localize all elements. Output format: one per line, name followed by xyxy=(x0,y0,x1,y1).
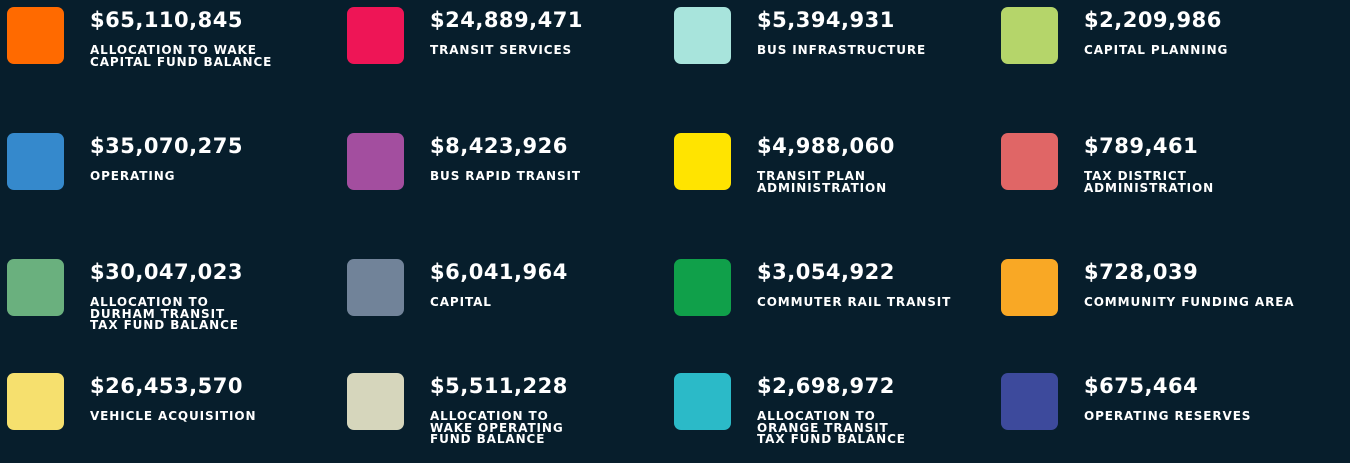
label-line: COMMUNITY FUNDING AREA xyxy=(1084,295,1295,309)
amount: $65,110,845 xyxy=(90,8,243,32)
label: VEHICLE ACQUISITION xyxy=(90,409,257,423)
label-line: OPERATING xyxy=(90,169,176,183)
label-line: BUS RAPID TRANSIT xyxy=(430,169,581,183)
label-line: CAPITAL FUND BALANCE xyxy=(90,54,273,69)
label-line: ADMINISTRATION xyxy=(1084,180,1215,195)
label-line: TAX FUND BALANCE xyxy=(757,432,906,446)
color-swatch xyxy=(674,259,731,316)
color-swatch xyxy=(1001,373,1058,430)
label: ALLOCATION TO DURHAM TRANSIT TAX FUND BALA… xyxy=(90,295,239,332)
label: OPERATING RESERVES xyxy=(1084,409,1252,423)
label-line: TRANSIT PLAN xyxy=(757,169,866,183)
label: TRANSIT PLAN ADMINISTRATION xyxy=(757,169,888,195)
label-line: BUS INFRASTRUCTURE xyxy=(757,43,927,57)
label: COMMUTER RAIL TRANSIT xyxy=(757,295,952,309)
color-swatch xyxy=(347,373,404,430)
legend-item: $5,511,228 ALLOCATION TO WAKE OPERATING FUN… xyxy=(347,373,677,463)
color-swatch xyxy=(1001,133,1058,190)
amount: $789,461 xyxy=(1084,134,1199,158)
amount: $35,070,275 xyxy=(90,134,243,158)
label-line: ALLOCATION TO xyxy=(757,409,876,423)
color-swatch xyxy=(347,259,404,316)
label-line: COMMUTER RAIL TRANSIT xyxy=(757,295,952,309)
label: TRANSIT SERVICES xyxy=(430,43,573,57)
label-line: VEHICLE ACQUISITION xyxy=(90,409,257,423)
legend-item: $6,041,964 CAPITAL xyxy=(347,259,677,349)
amount: $2,209,986 xyxy=(1084,8,1222,32)
amount: $24,889,471 xyxy=(430,8,583,32)
label-line: OPERATING RESERVES xyxy=(1084,409,1252,423)
legend-item: $2,698,972 ALLOCATION TO ORANGE TRANSIT TAX… xyxy=(674,373,1004,463)
amount: $675,464 xyxy=(1084,374,1199,398)
color-swatch xyxy=(674,373,731,430)
label: ALLOCATION TO WAKE CAPITAL FUND BALANCE xyxy=(90,43,273,69)
legend-item: $675,464 OPERATING RESERVES xyxy=(1001,373,1331,463)
amount: $2,698,972 xyxy=(757,374,895,398)
legend-item: $789,461 TAX DISTRICT ADMINISTRATION xyxy=(1001,133,1331,223)
color-swatch xyxy=(674,133,731,190)
label: CAPITAL PLANNING xyxy=(1084,43,1229,57)
legend-item: $35,070,275 OPERATING xyxy=(7,133,337,223)
legend-item: $26,453,570 VEHICLE ACQUISITION xyxy=(7,373,337,463)
color-swatch xyxy=(347,133,404,190)
amount: $5,394,931 xyxy=(757,8,895,32)
label: CAPITAL xyxy=(430,295,492,309)
color-swatch xyxy=(7,7,64,64)
legend-item: $24,889,471 TRANSIT SERVICES xyxy=(347,7,677,97)
amount: $8,423,926 xyxy=(430,134,568,158)
amount: $3,054,922 xyxy=(757,260,895,284)
label-line: FUND BALANCE xyxy=(430,432,546,446)
label-line: ORANGE TRANSIT xyxy=(757,420,889,435)
color-swatch xyxy=(7,259,64,316)
color-swatch xyxy=(7,373,64,430)
label-line: CAPITAL xyxy=(430,295,492,309)
label: ALLOCATION TO WAKE OPERATING FUND BALANCE xyxy=(430,409,564,446)
legend-item: $728,039 COMMUNITY FUNDING AREA xyxy=(1001,259,1331,349)
label-line: TRANSIT SERVICES xyxy=(430,43,573,57)
color-swatch xyxy=(1001,7,1058,64)
label-line: ALLOCATION TO xyxy=(90,295,209,309)
amount: $30,047,023 xyxy=(90,260,243,284)
label: COMMUNITY FUNDING AREA xyxy=(1084,295,1295,309)
amount: $6,041,964 xyxy=(430,260,568,284)
legend-item: $8,423,926 BUS RAPID TRANSIT xyxy=(347,133,677,223)
label-line: ADMINISTRATION xyxy=(757,180,888,195)
label: OPERATING xyxy=(90,169,176,183)
amount: $26,453,570 xyxy=(90,374,243,398)
amount: $728,039 xyxy=(1084,260,1199,284)
label: BUS RAPID TRANSIT xyxy=(430,169,581,183)
color-swatch xyxy=(347,7,404,64)
label-line: TAX FUND BALANCE xyxy=(90,318,239,332)
amount: $5,511,228 xyxy=(430,374,568,398)
legend-item: $3,054,922 COMMUTER RAIL TRANSIT xyxy=(674,259,1004,349)
color-swatch xyxy=(1001,259,1058,316)
legend-item: $65,110,845 ALLOCATION TO WAKE CAPITAL FUN… xyxy=(7,7,337,97)
legend-item: $30,047,023 ALLOCATION TO DURHAM TRANSIT TA… xyxy=(7,259,337,349)
label: ALLOCATION TO ORANGE TRANSIT TAX FUND BALA… xyxy=(757,409,906,446)
color-swatch xyxy=(7,133,64,190)
label-line: DURHAM TRANSIT xyxy=(90,306,226,321)
label-line: CAPITAL PLANNING xyxy=(1084,43,1229,57)
label: BUS INFRASTRUCTURE xyxy=(757,43,927,57)
legend-item: $2,209,986 CAPITAL PLANNING xyxy=(1001,7,1331,97)
label-line: TAX DISTRICT xyxy=(1084,169,1187,183)
label-line: ALLOCATION TO xyxy=(430,409,549,423)
label-line: WAKE OPERATING xyxy=(430,420,564,435)
legend-item: $4,988,060 TRANSIT PLAN ADMINISTRATION xyxy=(674,133,1004,223)
amount: $4,988,060 xyxy=(757,134,895,158)
label: TAX DISTRICT ADMINISTRATION xyxy=(1084,169,1215,195)
color-swatch xyxy=(674,7,731,64)
legend-item: $5,394,931 BUS INFRASTRUCTURE xyxy=(674,7,1004,97)
label-line: ALLOCATION TO WAKE xyxy=(90,43,257,57)
